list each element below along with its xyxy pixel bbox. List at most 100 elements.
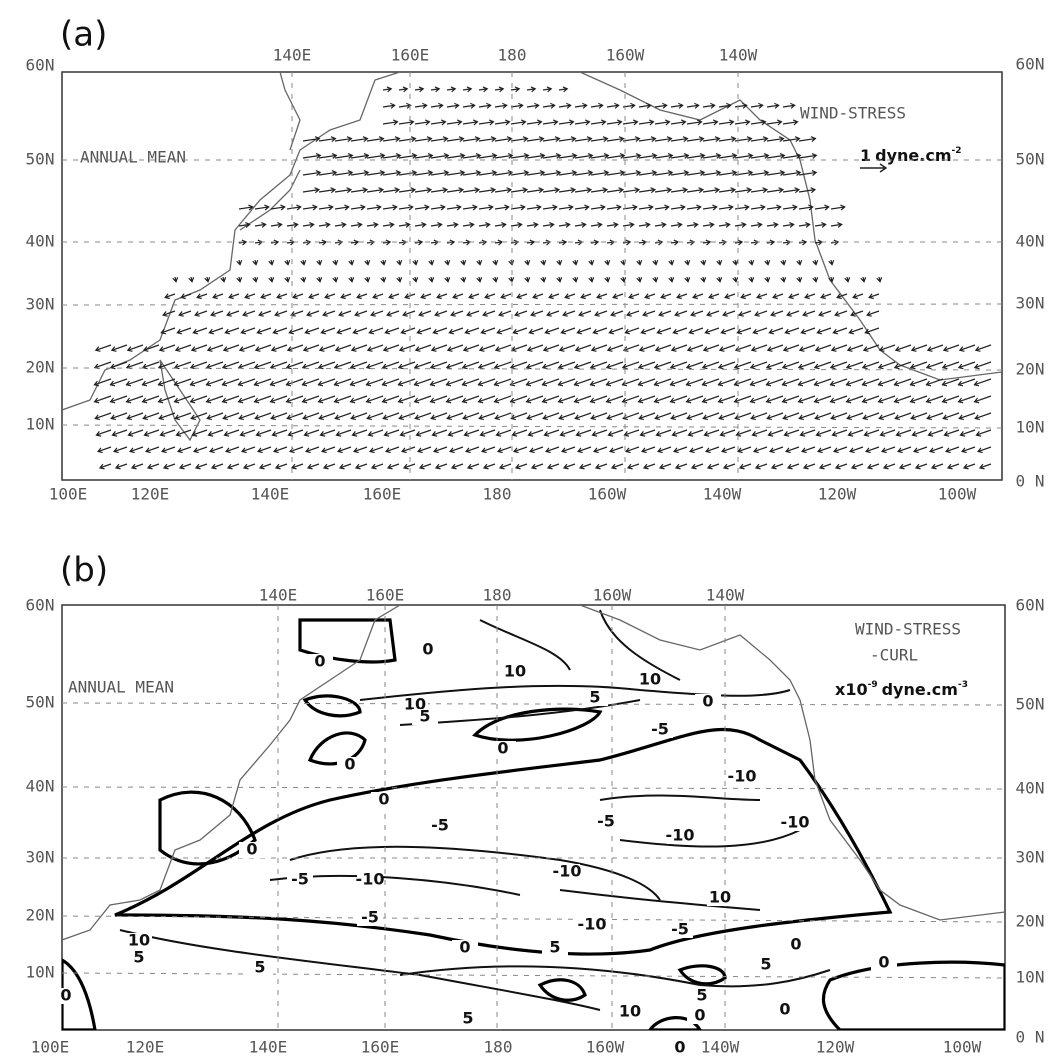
wind-arrow (594, 310, 608, 317)
contour-label: 0 (779, 1000, 790, 1019)
wind-arrow (564, 293, 576, 300)
wind-arrow (268, 259, 275, 266)
wind-arrow (574, 187, 593, 194)
contour-label-bg (667, 1040, 693, 1056)
wind-arrow (720, 446, 736, 454)
wind-arrow (364, 276, 371, 283)
wind-arrow (718, 119, 735, 126)
wind-arrow (559, 429, 576, 437)
wind-arrow (738, 310, 752, 317)
wind-arrow (270, 239, 280, 246)
right-lat-label: 0 N (1016, 1028, 1045, 1047)
wind-arrow (590, 204, 606, 211)
wind-arrow (526, 169, 546, 176)
wind-arrow (718, 169, 738, 176)
wind-arrow (684, 276, 691, 283)
wind-arrow (478, 102, 492, 109)
wind-arrow (606, 239, 616, 246)
wind-arrow (413, 361, 432, 370)
wind-arrow (332, 276, 339, 283)
wind-arrow (272, 446, 288, 454)
wind-arrow (864, 327, 880, 335)
wind-arrow (196, 293, 208, 300)
wind-arrow (477, 395, 496, 404)
wind-arrow (926, 412, 944, 421)
wind-arrow (912, 446, 928, 454)
wind-arrow (396, 276, 403, 283)
wind-arrow (159, 429, 176, 437)
wind-arrow (750, 119, 767, 126)
contour-label: 0 (378, 790, 389, 809)
wind-arrow (496, 446, 512, 454)
wind-arrow (591, 429, 608, 437)
wind-arrow (366, 169, 386, 176)
wind-arrow (430, 239, 440, 246)
wind-arrow (814, 204, 830, 211)
wind-arrow (733, 395, 752, 404)
wind-arrow (524, 276, 531, 283)
wind-arrow (318, 344, 336, 352)
wind-arrow (236, 276, 243, 283)
wind-arrow (860, 276, 867, 283)
wind-arrow (592, 327, 608, 335)
wind-arrow (368, 446, 384, 454)
wind-arrow (414, 187, 433, 194)
wind-arrow (510, 119, 527, 126)
wind-arrow (974, 412, 992, 421)
contour-label: 10 (128, 931, 150, 950)
wind-arrow (686, 344, 704, 352)
wind-arrow (510, 204, 526, 211)
wind-arrow (623, 429, 640, 437)
wind-arrow (478, 204, 494, 211)
wind-arrow (430, 152, 450, 159)
wind-arrow (494, 204, 510, 211)
wind-arrow (157, 378, 176, 387)
wind-arrow (429, 378, 448, 387)
wind-arrow (510, 152, 530, 159)
wind-arrow (959, 429, 976, 437)
wind-arrow (413, 378, 432, 387)
contour-label-bg (247, 960, 273, 976)
wind-arrow (909, 361, 928, 370)
wind-arrow (478, 169, 498, 176)
wind-arrow (434, 463, 448, 470)
wind-arrow (868, 293, 880, 300)
wind-arrow (510, 86, 521, 93)
wind-arrow (526, 119, 543, 126)
wind-arrow (466, 463, 480, 470)
wind-arrow (93, 395, 112, 404)
wind-arrow (830, 412, 848, 421)
wind-arrow (450, 463, 464, 470)
wind-arrow (510, 136, 529, 143)
wind-arrow (766, 119, 783, 126)
wind-arrow (754, 310, 768, 317)
wind-arrow (398, 119, 415, 126)
wind-arrow (716, 259, 723, 266)
wind-arrow (462, 239, 472, 246)
wind-arrow (669, 378, 688, 387)
wind-arrow (750, 344, 768, 352)
wind-arrow (512, 446, 528, 454)
wind-arrow (382, 136, 401, 143)
contour-label: 0 (694, 1006, 705, 1025)
wind-arrow (300, 276, 307, 283)
wind-arrow (894, 412, 912, 421)
wind-arrow (653, 361, 672, 370)
bottom-lon-label: 100W (943, 1038, 982, 1057)
wind-arrow (541, 361, 560, 370)
wind-arrow (606, 187, 625, 194)
wind-arrow (688, 327, 704, 335)
wind-arrow (530, 310, 544, 317)
wind-arrow (802, 463, 816, 470)
wind-arrow (460, 259, 467, 266)
wind-arrow (943, 429, 960, 437)
wind-arrow (352, 327, 368, 335)
wind-arrow (494, 412, 512, 421)
wind-arrow (480, 327, 496, 335)
wind-arrow (302, 204, 318, 211)
contour-label: 5 (419, 707, 430, 726)
wind-arrow (524, 259, 531, 266)
wind-arrow (574, 204, 590, 211)
wind-arrow (366, 239, 376, 246)
wind-arrow (654, 169, 674, 176)
